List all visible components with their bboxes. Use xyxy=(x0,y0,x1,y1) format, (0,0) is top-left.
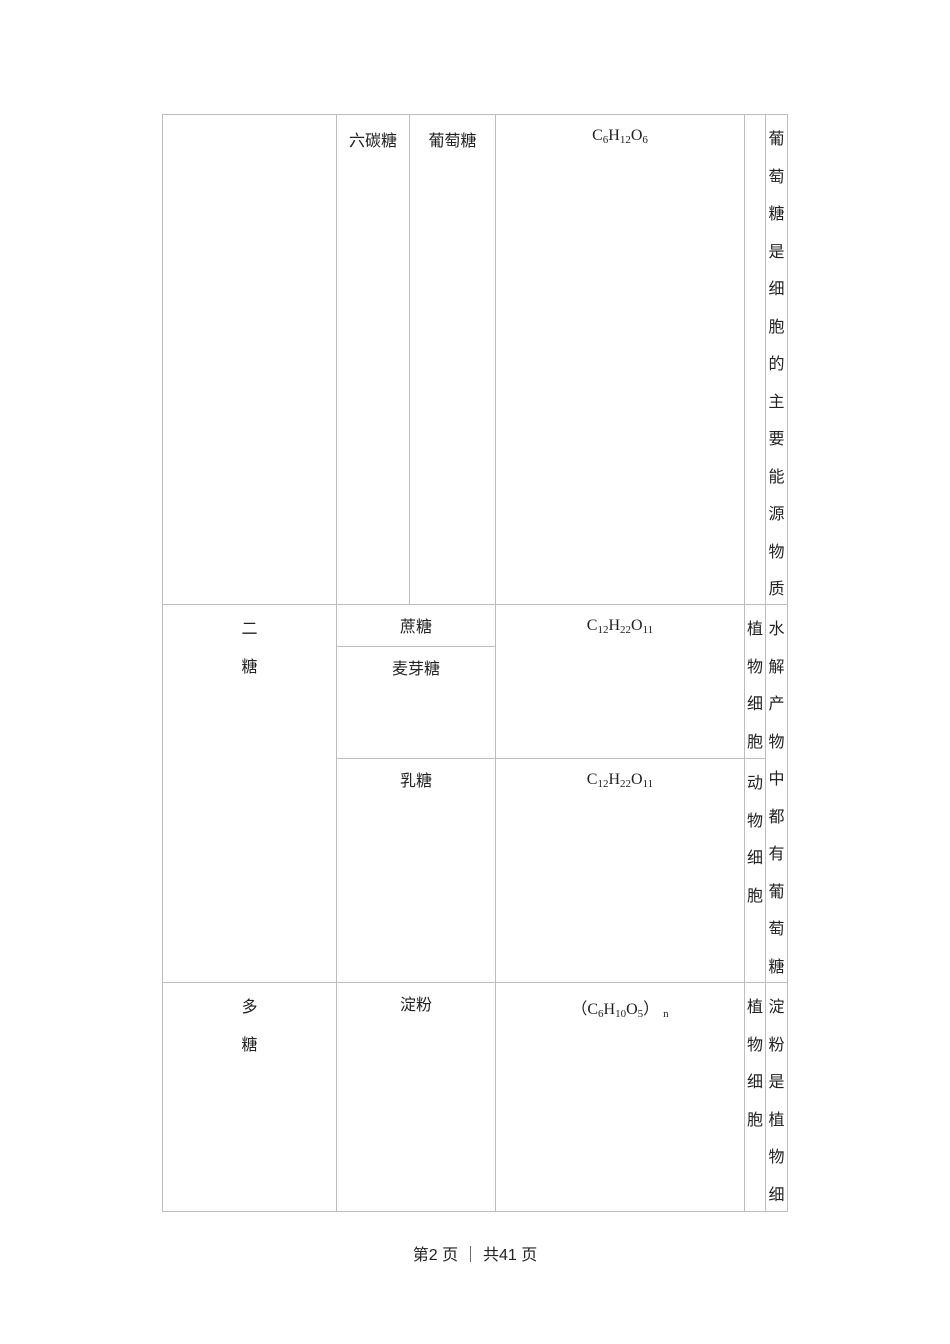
chemical-formula: C12H22O11 xyxy=(496,771,744,790)
formula-subscript: 6 xyxy=(642,134,648,146)
table-cell: 植物细胞 xyxy=(744,604,766,759)
location-text: 植物细胞 xyxy=(747,619,764,751)
formula-element: C xyxy=(587,1001,599,1018)
table-cell-empty xyxy=(744,114,766,605)
table-cell: 葡萄糖是细胞的主要能源物质 xyxy=(765,114,788,605)
location-text: 植物细胞 xyxy=(747,997,764,1129)
formula-element: O xyxy=(630,127,643,144)
category-label: 二糖 xyxy=(241,619,258,676)
table-cell: 六碳糖 xyxy=(336,114,410,605)
formula-body: C6H10O5 xyxy=(587,1001,644,1020)
table-cell: 二糖 xyxy=(162,604,337,983)
table-cell: 多糖 xyxy=(162,982,337,1212)
formula-element: C xyxy=(592,127,603,144)
category-label: 多糖 xyxy=(241,997,258,1054)
formula-subscript: 10 xyxy=(615,1008,627,1020)
table-cell: 动物细胞 xyxy=(744,758,766,983)
formula-subscript: 6 xyxy=(602,134,609,146)
sugar-name: 淀粉 xyxy=(399,995,432,1014)
table-cell: 麦芽糖 xyxy=(336,646,496,759)
subtype-label: 六碳糖 xyxy=(348,131,397,150)
formula-subscript: 12 xyxy=(597,778,609,790)
formula-element: H xyxy=(608,771,621,788)
sugar-name: 葡萄糖 xyxy=(428,131,477,150)
table-cell: 淀粉是植物细 xyxy=(765,982,788,1212)
table-cell: 葡萄糖 xyxy=(409,114,496,605)
location-text: 动物细胞 xyxy=(747,773,764,905)
formula-subscript: 11 xyxy=(642,624,654,636)
formula-element: H xyxy=(608,127,620,144)
formula-element: H xyxy=(608,617,621,634)
formula-subscript: 22 xyxy=(620,624,632,636)
formula-n: n xyxy=(663,1008,669,1020)
table-cell: 淀粉 xyxy=(336,982,496,1212)
table-cell: 水解产物中都有葡萄糖 xyxy=(765,604,788,983)
table-cell-empty xyxy=(162,114,337,605)
sugar-name: 麦芽糖 xyxy=(391,659,440,678)
paren-open: （ xyxy=(571,1001,588,1018)
table-cell: C12H22O11 xyxy=(495,758,745,983)
page-footer: 第2 页 ｜ 共41 页 xyxy=(412,1247,538,1264)
table-cell: 植物细胞 xyxy=(744,982,766,1212)
formula-subscript: 5 xyxy=(637,1008,644,1020)
formula-subscript: 12 xyxy=(619,134,631,146)
formula-element: H xyxy=(603,1001,616,1018)
note-text: 葡萄糖是细胞的主要能源物质 xyxy=(768,129,785,598)
table-cell: C6H12O6 xyxy=(495,114,745,605)
paren-close: ） xyxy=(643,1001,660,1018)
chemical-formula: （C6H10O5） n xyxy=(496,995,744,1020)
table-cell: C12H22O11 xyxy=(495,604,745,759)
formula-element: O xyxy=(631,617,643,634)
formula-subscript: 12 xyxy=(597,624,609,636)
chemical-formula: C6H12O6 xyxy=(496,127,744,146)
table-cell: 蔗糖 xyxy=(336,604,496,647)
formula-subscript: 6 xyxy=(598,1008,604,1020)
chemical-formula: C12H22O11 xyxy=(496,617,744,636)
formula-element: O xyxy=(626,1001,638,1018)
note-text: 水解产物中都有葡萄糖 xyxy=(768,619,785,976)
formula-element: C xyxy=(586,617,598,634)
formula-subscript: 22 xyxy=(620,778,632,790)
formula-element: C xyxy=(586,771,598,788)
table-cell: 乳糖 xyxy=(336,758,496,983)
sugar-name: 乳糖 xyxy=(399,771,432,790)
sugar-name: 蔗糖 xyxy=(399,617,432,636)
formula-subscript: 11 xyxy=(642,778,654,790)
table-cell: （C6H10O5） n xyxy=(495,982,745,1212)
note-text: 淀粉是植物细 xyxy=(768,997,785,1204)
formula-element: O xyxy=(631,771,643,788)
